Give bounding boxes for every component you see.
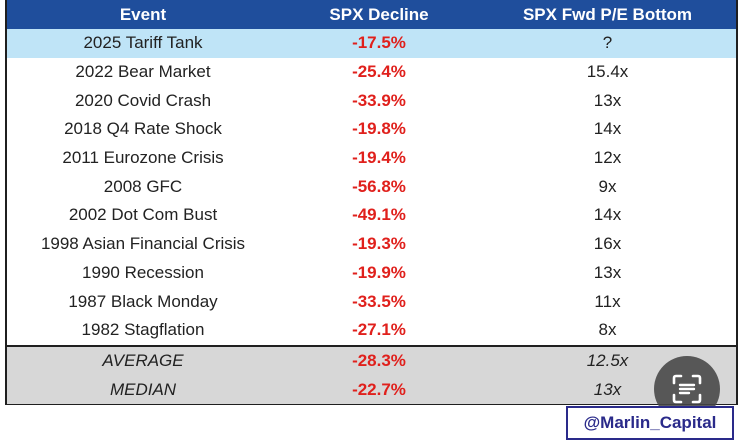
pe-cell: 15.4x xyxy=(586,62,629,82)
event-cell: 1990 Recession xyxy=(82,262,204,282)
event-cell: 2011 Eurozone Crisis xyxy=(62,148,224,168)
table-row: 2008 GFC -56.8% 9x xyxy=(7,172,736,201)
decline-cell: -19.4% xyxy=(352,148,406,168)
event-cell: 2008 GFC xyxy=(103,176,183,196)
event-cell: 1982 Stagflation xyxy=(81,320,205,340)
credit-label: @Marlin_Capital xyxy=(566,406,734,440)
decline-cell: -27.1% xyxy=(352,320,406,340)
table-row: 1987 Black Monday -33.5% 11x xyxy=(7,287,736,316)
average-label: AVERAGE xyxy=(102,350,184,370)
pe-cell: 14x xyxy=(593,205,622,225)
pe-cell: 14x xyxy=(593,119,622,139)
decline-cell: -33.9% xyxy=(352,90,406,110)
decline-cell: -19.3% xyxy=(352,234,406,254)
event-cell: 2002 Dot Com Bust xyxy=(68,205,218,225)
median-label: MEDIAN xyxy=(109,379,177,399)
table-row: 2022 Bear Market -25.4% 15.4x xyxy=(7,58,736,87)
table-row: 1982 Stagflation -27.1% 8x xyxy=(7,316,736,345)
average-decline: -28.3% xyxy=(352,350,406,370)
table-row: 2002 Dot Com Bust -49.1% 14x xyxy=(7,201,736,230)
average-row: AVERAGE -28.3% 12.5x xyxy=(7,344,736,376)
decline-cell: -19.8% xyxy=(352,119,406,139)
median-row: MEDIAN -22.7% 13x xyxy=(7,375,736,404)
spx-decline-table: Event SPX Decline SPX Fwd P/E Bottom 202… xyxy=(5,0,738,405)
median-decline: -22.7% xyxy=(352,379,406,399)
event-cell: 1998 Asian Financial Crisis xyxy=(40,234,246,254)
table-row: 1998 Asian Financial Crisis -19.3% 16x xyxy=(7,230,736,259)
decline-cell: -17.5% xyxy=(352,33,406,53)
event-cell: 1987 Black Monday xyxy=(68,291,218,311)
decline-cell: -49.1% xyxy=(352,205,406,225)
decline-cell: -25.4% xyxy=(352,62,406,82)
header-decline: SPX Decline xyxy=(329,4,429,24)
table-row: 2020 Covid Crash -33.9% 13x xyxy=(7,86,736,115)
pe-cell: ? xyxy=(602,33,613,53)
pe-cell: 11x xyxy=(594,291,621,311)
pe-cell: 9x xyxy=(598,176,617,196)
event-cell: 2018 Q4 Rate Shock xyxy=(64,119,222,139)
table-row: 2011 Eurozone Crisis -19.4% 12x xyxy=(7,144,736,173)
event-cell: 2022 Bear Market xyxy=(75,62,211,82)
header-pe: SPX Fwd P/E Bottom xyxy=(522,4,693,24)
pe-cell: 13x xyxy=(593,262,622,282)
table-row: 2025 Tariff Tank -17.5% ? xyxy=(7,29,736,58)
decline-cell: -33.5% xyxy=(352,291,406,311)
median-pe: 13x xyxy=(593,379,622,399)
text-scan-icon-glyph xyxy=(672,374,702,404)
table-row: 1990 Recession -19.9% 13x xyxy=(7,259,736,288)
pe-cell: 13x xyxy=(593,90,622,110)
pe-cell: 16x xyxy=(593,234,622,254)
event-cell: 2020 Covid Crash xyxy=(74,90,212,110)
header-event: Event xyxy=(119,4,167,24)
pe-cell: 12x xyxy=(593,148,622,168)
table-row: 2018 Q4 Rate Shock -19.8% 14x xyxy=(7,115,736,144)
event-cell: 2025 Tariff Tank xyxy=(83,33,203,53)
average-pe: 12.5x xyxy=(586,350,629,370)
pe-cell: 8x xyxy=(598,320,617,340)
decline-cell: -19.9% xyxy=(352,262,406,282)
table-header-row: Event SPX Decline SPX Fwd P/E Bottom xyxy=(7,0,736,29)
decline-cell: -56.8% xyxy=(352,176,406,196)
